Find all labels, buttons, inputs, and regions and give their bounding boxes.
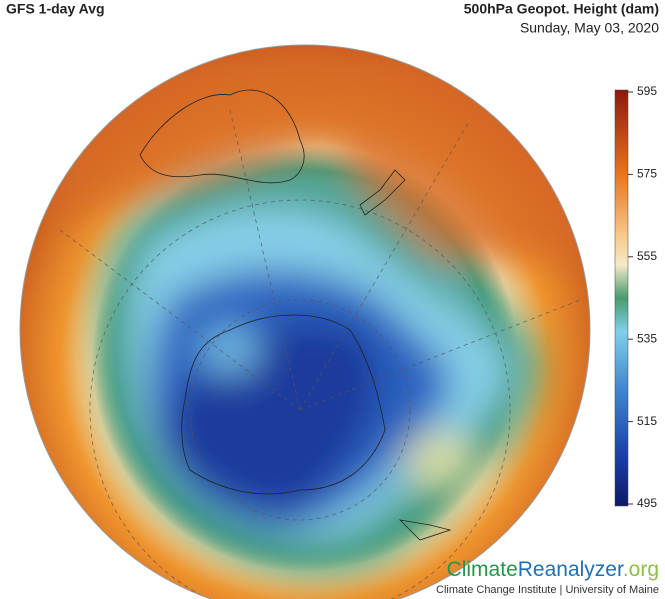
colorbar-tick-label: 595	[637, 84, 657, 98]
colorbar-ramp	[614, 89, 629, 507]
brand-credit: Climate Change Institute | University of…	[436, 584, 659, 596]
colorbar: 595 575 555 535 515 495	[614, 84, 657, 510]
colorbar-tick-label: 535	[637, 331, 657, 345]
brand-part: .org	[623, 558, 659, 581]
title: GFS 1-day Avg	[6, 1, 105, 17]
variable: 500hPa Geopot. Height (dam)	[464, 1, 659, 17]
date: Sunday, May 03, 2020	[520, 20, 659, 36]
colorbar-tick-label: 555	[637, 249, 657, 263]
globe	[20, 45, 590, 599]
colorbar-tick-label: 575	[637, 167, 657, 181]
colorbar-tick-label: 515	[637, 414, 657, 428]
brand-part: Reanalyzer	[518, 558, 624, 581]
brand-name: ClimateReanalyzer.org	[447, 558, 659, 581]
brand-part: Climate	[447, 558, 518, 581]
colorbar-tick-label: 495	[637, 496, 657, 510]
